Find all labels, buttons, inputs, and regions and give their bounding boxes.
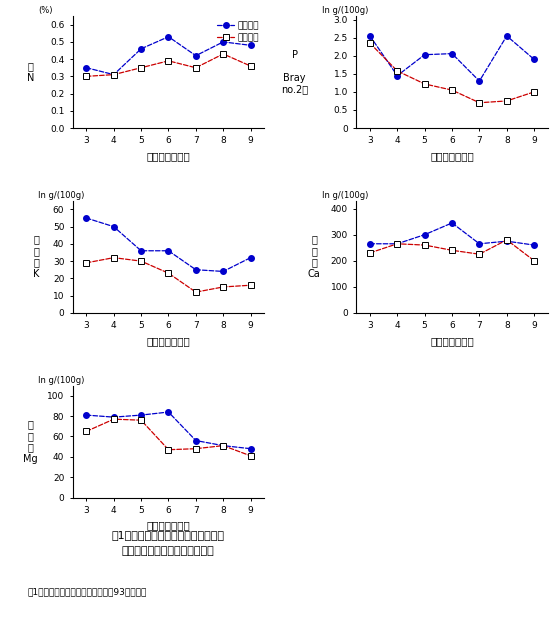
- Legend: 糞有り区, 糞無し区: 糞有り区, 糞無し区: [216, 21, 260, 43]
- Y-axis label: 置
換
性
K: 置 換 性 K: [33, 234, 39, 279]
- Text: In g/(100g): In g/(100g): [322, 6, 368, 15]
- X-axis label: 処理開始後年数: 処理開始後年数: [430, 336, 474, 345]
- Y-axis label: 置
換
性
Mg: 置 換 性 Mg: [23, 419, 38, 464]
- X-axis label: 処理開始後年数: 処理開始後年数: [430, 151, 474, 161]
- Y-axis label: 全
N: 全 N: [27, 61, 34, 83]
- Text: 注1）両区への無施膂、放牧処理も93年に開始: 注1）両区への無施膂、放牧処理も93年に開始: [28, 587, 148, 596]
- Text: 図1．無施膂放牧草地の土壌中成分含: 図1．無施膂放牧草地の土壌中成分含: [111, 530, 224, 540]
- Y-axis label: 置
換
性
Ca: 置 換 性 Ca: [307, 234, 320, 279]
- Text: (%): (%): [38, 6, 53, 15]
- Text: In g/(100g): In g/(100g): [38, 376, 84, 385]
- Text: 量に及ぼす放牧牛の排糞の影響: 量に及ぼす放牧牛の排糞の影響: [121, 546, 214, 556]
- Y-axis label: P

Bray
no.2法: P Bray no.2法: [281, 49, 308, 94]
- X-axis label: 処理開始後年数: 処理開始後年数: [146, 151, 191, 161]
- Text: In g/(100g): In g/(100g): [322, 191, 368, 200]
- Text: In g/(100g): In g/(100g): [38, 191, 84, 200]
- X-axis label: 処理開始後年数: 処理開始後年数: [146, 521, 191, 530]
- X-axis label: 処理開始後年数: 処理開始後年数: [146, 336, 191, 345]
